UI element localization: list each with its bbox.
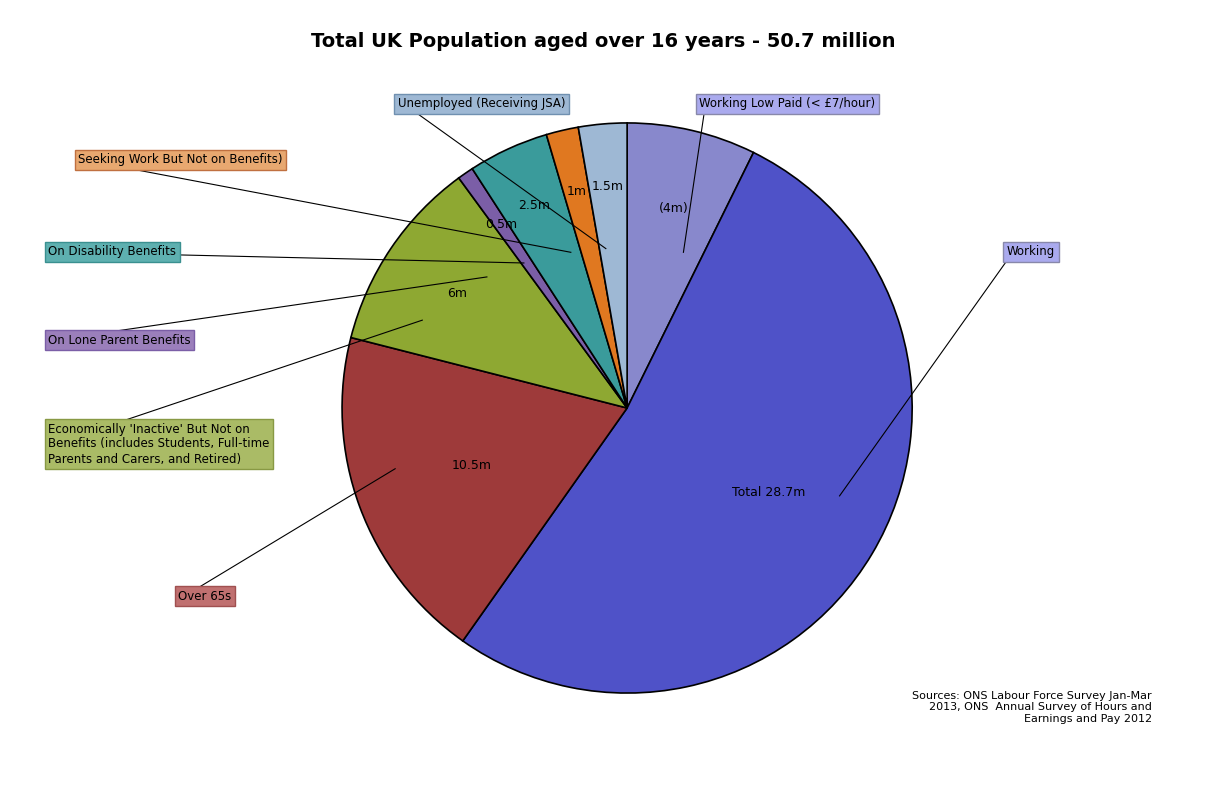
Text: (4m): (4m) <box>658 202 689 214</box>
Text: 6m: 6m <box>447 286 467 299</box>
Text: On Lone Parent Benefits: On Lone Parent Benefits <box>48 334 191 346</box>
Wedge shape <box>473 134 627 408</box>
Text: On Disability Benefits: On Disability Benefits <box>48 246 176 258</box>
Text: Total 28.7m: Total 28.7m <box>732 486 806 499</box>
Text: 1.5m: 1.5m <box>592 180 624 193</box>
Text: 10.5m: 10.5m <box>452 458 492 472</box>
Text: Economically 'Inactive' But Not on
Benefits (includes Students, Full-time
Parent: Economically 'Inactive' But Not on Benef… <box>48 422 270 466</box>
Text: Unemployed (Receiving JSA): Unemployed (Receiving JSA) <box>398 98 566 110</box>
Wedge shape <box>343 338 627 641</box>
Text: 2.5m: 2.5m <box>519 199 550 213</box>
Wedge shape <box>578 123 627 408</box>
Wedge shape <box>458 169 627 408</box>
Wedge shape <box>351 178 627 408</box>
Text: 0.5m: 0.5m <box>485 218 517 231</box>
Text: 1m: 1m <box>567 185 586 198</box>
Wedge shape <box>463 153 912 693</box>
Text: Working Low Paid (< £7/hour): Working Low Paid (< £7/hour) <box>699 98 876 110</box>
Text: Over 65s: Over 65s <box>178 590 232 602</box>
Wedge shape <box>627 123 754 408</box>
Text: Total UK Population aged over 16 years - 50.7 million: Total UK Population aged over 16 years -… <box>311 32 895 51</box>
Text: Seeking Work But Not on Benefits): Seeking Work But Not on Benefits) <box>78 154 283 166</box>
Wedge shape <box>546 127 627 408</box>
Text: Sources: ONS Labour Force Survey Jan-Mar
2013, ONS  Annual Survey of Hours and
E: Sources: ONS Labour Force Survey Jan-Mar… <box>912 690 1152 724</box>
Text: Working: Working <box>1007 246 1055 258</box>
